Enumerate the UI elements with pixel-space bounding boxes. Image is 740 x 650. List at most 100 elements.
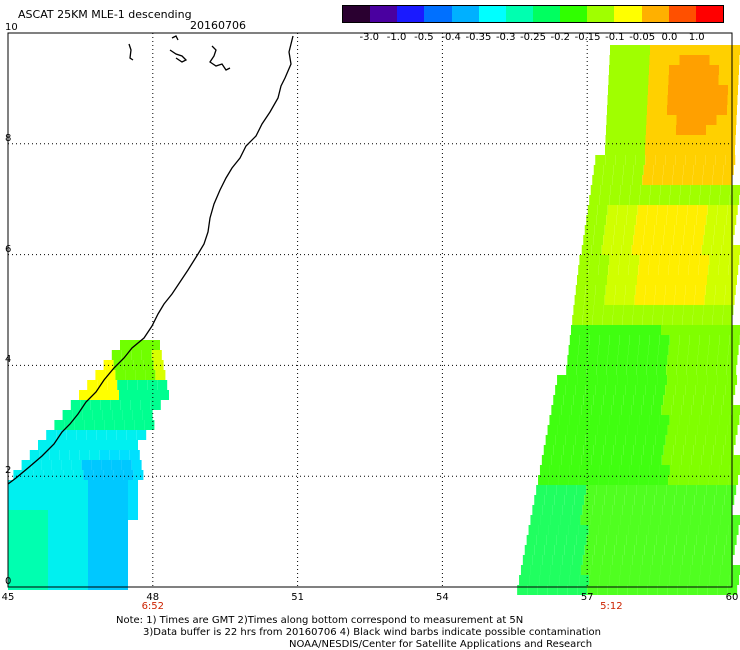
swath-cell xyxy=(716,125,726,135)
swath-cell xyxy=(641,325,651,335)
swath-cell xyxy=(636,115,647,125)
swath-cell xyxy=(731,325,740,335)
swath-cell xyxy=(133,360,144,370)
swath-cell xyxy=(601,325,611,335)
swath-cell xyxy=(48,560,58,570)
swath-cell xyxy=(668,475,679,485)
swath-cell xyxy=(157,380,168,390)
swath-cell xyxy=(566,365,577,375)
swath-cell xyxy=(38,550,48,560)
swath-cell xyxy=(28,500,38,510)
colorbar-strip xyxy=(342,5,724,23)
swath-cell xyxy=(629,575,640,585)
swath-cell xyxy=(639,195,650,205)
swath-cell xyxy=(58,580,68,590)
swath-cell xyxy=(151,350,162,360)
swath-cell xyxy=(700,45,710,55)
swath-cell xyxy=(632,505,643,515)
swath-cell xyxy=(643,395,654,405)
swath-cell xyxy=(118,550,128,560)
swath-cell xyxy=(673,395,684,405)
swath-cell xyxy=(615,145,625,155)
swath-cell xyxy=(623,395,634,405)
swath-cell xyxy=(685,145,695,155)
swath-cell xyxy=(605,145,615,155)
swath-cell xyxy=(629,55,640,65)
swath-cell xyxy=(655,385,666,395)
swath-cell xyxy=(556,485,567,495)
swath-cell xyxy=(600,515,611,525)
swath-cell xyxy=(690,565,701,575)
swath-cell xyxy=(682,315,693,325)
swath-cell xyxy=(614,225,625,235)
swath-cell xyxy=(663,395,674,405)
swath-cell xyxy=(38,560,48,570)
swath-cell xyxy=(108,490,118,500)
swath-cell xyxy=(91,460,102,470)
colorbar-label: -0.2 xyxy=(550,32,571,43)
swath-cell xyxy=(98,550,108,560)
swath-cell xyxy=(639,255,650,265)
swath-cell xyxy=(8,520,18,530)
swath-cell xyxy=(622,315,633,325)
swath-cell xyxy=(644,545,655,555)
swath-cell xyxy=(587,375,598,385)
swath-cell xyxy=(669,335,680,345)
swath-cell xyxy=(639,415,650,425)
swath-cell xyxy=(711,245,722,255)
swath-cell xyxy=(701,455,712,465)
swath-cell xyxy=(600,185,611,195)
swath-cell xyxy=(538,525,549,535)
swath-cell xyxy=(542,555,553,565)
swath-cell xyxy=(625,135,636,145)
swath-cell xyxy=(690,45,700,55)
swath-cell xyxy=(725,435,736,445)
swath-cell xyxy=(649,335,660,345)
swath-cell xyxy=(667,375,678,385)
swath-cell xyxy=(729,465,740,475)
swath-cell xyxy=(569,415,580,425)
swath-cell xyxy=(684,495,695,505)
swath-cell xyxy=(624,295,635,305)
swath-cell xyxy=(617,205,628,215)
swath-cell xyxy=(627,105,637,115)
swath-cell xyxy=(685,285,696,295)
swath-cell xyxy=(581,455,592,465)
swath-cell xyxy=(54,420,65,430)
swath-cell xyxy=(28,520,38,530)
swath-cell xyxy=(551,455,562,465)
swath-cell xyxy=(698,85,708,95)
swath-cell xyxy=(621,455,632,465)
swath-cell xyxy=(132,410,143,420)
swath-cell xyxy=(586,365,597,375)
swath-cell xyxy=(679,415,690,425)
swath-cell xyxy=(656,215,667,225)
swath-cell xyxy=(601,405,612,415)
swath-cell xyxy=(686,215,697,225)
swath-cell xyxy=(635,145,645,155)
swath-cell xyxy=(627,375,638,385)
swath-cell xyxy=(686,365,697,375)
swath-cell xyxy=(699,65,709,75)
swath-cell xyxy=(56,430,67,440)
swath-cell xyxy=(587,585,598,595)
swath-cell xyxy=(8,550,18,560)
swath-cell xyxy=(725,285,736,295)
swath-cell xyxy=(524,545,535,555)
swath-cell xyxy=(124,420,135,430)
map-date: 20160706 xyxy=(190,19,246,32)
swath-cell xyxy=(618,75,629,85)
swath-cell xyxy=(615,435,626,445)
swath-cell xyxy=(563,445,574,455)
swath-cell xyxy=(721,455,732,465)
swath-cell xyxy=(108,440,118,450)
swath-cell xyxy=(633,305,644,315)
swath-cell xyxy=(692,175,703,185)
swath-cell xyxy=(607,205,618,215)
swath-cell xyxy=(597,355,608,365)
swath-cell xyxy=(708,345,719,355)
swath-cell xyxy=(98,530,108,540)
swath-cell xyxy=(630,515,641,525)
swath-cell xyxy=(149,390,159,400)
swath-cell xyxy=(645,145,655,155)
